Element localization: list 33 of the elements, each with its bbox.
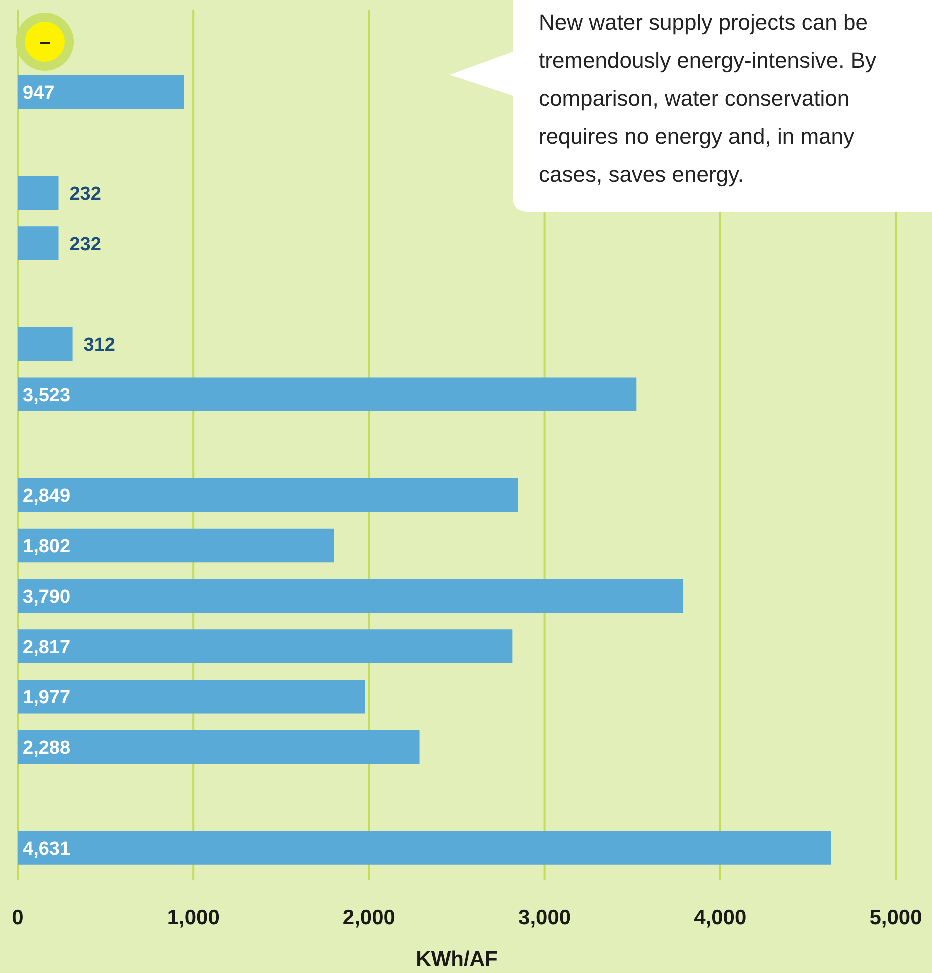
data-label: 1,802 xyxy=(23,536,71,558)
x-tick-label: 1,000 xyxy=(167,906,220,930)
data-label: 2,849 xyxy=(23,486,71,508)
bar xyxy=(18,831,832,865)
x-tick-label: 4,000 xyxy=(694,906,747,930)
bar xyxy=(18,176,59,210)
bar xyxy=(18,327,73,362)
x-axis-title: KWh/AF xyxy=(416,948,498,971)
data-label: 232 xyxy=(70,184,102,205)
data-label: 2,288 xyxy=(23,738,71,760)
data-label: 947 xyxy=(23,83,55,104)
speech-callout: New water supply projects can be tremendously energy-intensive. By comparison, water conservation requires no energy and, in many cases, saves energy. xyxy=(450,0,932,212)
data-label: 3,790 xyxy=(23,586,71,608)
data-label: 1,977 xyxy=(23,688,71,709)
x-tick-label: 2,000 xyxy=(342,906,396,930)
data-label: 4,631 xyxy=(23,838,71,860)
x-tick-label: 3,000 xyxy=(518,906,572,930)
bar xyxy=(18,528,334,563)
annotation: New water supply projects can be tremendously energy-intensive. By comparison, water conservation requires no energy and, in many cases, saves energy. xyxy=(539,10,876,187)
bar xyxy=(18,680,366,714)
bar xyxy=(18,75,184,110)
bar xyxy=(18,226,59,260)
data-label: 3,523 xyxy=(23,385,71,406)
bar xyxy=(18,378,637,412)
x-tick-label: 5,000 xyxy=(870,906,922,930)
bar xyxy=(18,630,513,664)
bar xyxy=(18,579,684,614)
data-label: 2,817 xyxy=(23,637,71,658)
data-label: 312 xyxy=(84,335,116,356)
data-label: 232 xyxy=(70,234,102,256)
bar xyxy=(18,478,518,512)
bar xyxy=(18,730,420,764)
x-tick-label: 0 xyxy=(12,906,24,930)
